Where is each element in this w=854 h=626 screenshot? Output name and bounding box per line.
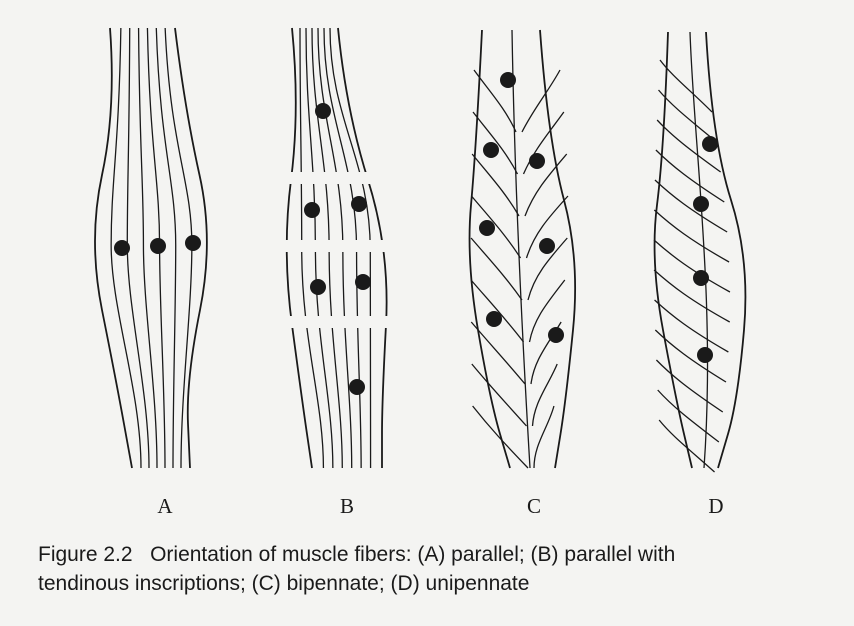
muscle-fiber: [653, 269, 731, 323]
muscle-fiber: [654, 299, 729, 353]
fiber-marker-dot: [486, 311, 502, 327]
muscle-fiber: [655, 149, 725, 203]
muscle-c-bipennate: [468, 29, 577, 469]
fiber-marker-dot: [693, 270, 709, 286]
muscle-fiber: [653, 209, 730, 263]
fiber-marker-dot: [351, 196, 367, 212]
muscle-fiber: [155, 27, 177, 469]
muscle-fiber: [533, 405, 555, 469]
muscle-fiber: [470, 279, 525, 343]
fiber-marker-dot: [483, 142, 499, 158]
muscle-label-c: C: [526, 494, 542, 518]
muscle-fiber: [524, 153, 568, 217]
muscle-fiber: [470, 195, 522, 259]
muscle-outline: [174, 27, 208, 469]
fiber-marker-dot: [548, 327, 564, 343]
fiber-marker-dot: [702, 136, 718, 152]
muscle-fiber: [126, 27, 150, 469]
tendinous-inscription: [284, 316, 388, 328]
muscle-fiber: [470, 321, 526, 385]
muscle-fiber-diagram: [94, 27, 747, 473]
muscle-fiber: [527, 237, 568, 301]
muscle-label-b: B: [339, 494, 355, 518]
muscle-d-unipennate: [653, 31, 747, 473]
muscle-fiber: [471, 363, 527, 427]
fiber-marker-dot: [114, 240, 130, 256]
fiber-marker-dot: [185, 235, 201, 251]
muscle-fiber: [659, 59, 713, 113]
muscle-fiber: [522, 111, 565, 175]
fiber-marker-dot: [479, 220, 495, 236]
muscle-fiber: [654, 179, 728, 233]
muscle-fiber: [655, 359, 724, 413]
muscle-fiber: [525, 195, 569, 259]
fiber-marker-dot: [539, 238, 555, 254]
muscle-fiber: [689, 31, 709, 469]
tendinous-inscription: [284, 172, 388, 184]
muscle-b-tendinous-inscriptions: [284, 27, 388, 469]
fiber-marker-dot: [697, 347, 713, 363]
caption-line-2: tendinous inscriptions; (C) bipennate; (…: [38, 572, 530, 595]
muscle-fiber: [472, 405, 529, 469]
fiber-marker-dot: [150, 238, 166, 254]
muscle-outline: [705, 31, 747, 469]
muscle-fiber: [471, 153, 520, 217]
fiber-marker-dot: [304, 202, 320, 218]
muscle-fiber: [653, 239, 731, 293]
figure-caption: Figure 2.2 Orientation of muscle fibers:…: [38, 540, 838, 598]
muscle-fiber: [473, 69, 517, 133]
muscle-fiber: [521, 69, 561, 133]
muscle-outline: [94, 27, 133, 469]
muscle-fiber: [656, 119, 722, 173]
tendinous-inscription: [284, 240, 388, 252]
muscle-outline: [539, 29, 577, 469]
fiber-marker-dot: [693, 196, 709, 212]
figure-number: Figure 2.2: [38, 543, 133, 566]
muscle-fiber: [654, 329, 727, 383]
muscle-fiber: [657, 389, 720, 443]
muscle-fiber: [528, 279, 566, 343]
muscle-fiber: [658, 89, 717, 143]
fiber-marker-dot: [355, 274, 371, 290]
muscle-label-a: A: [157, 494, 173, 518]
muscle-a-parallel: [94, 27, 208, 469]
muscle-label-d: D: [708, 494, 724, 518]
fiber-marker-dot: [500, 72, 516, 88]
muscle-fiber: [470, 237, 523, 301]
fiber-marker-dot: [315, 103, 331, 119]
muscle-outline: [653, 31, 693, 469]
muscle-fiber: [658, 419, 715, 473]
caption-line-1: Orientation of muscle fibers: (A) parall…: [150, 543, 676, 566]
muscle-fiber: [137, 27, 158, 469]
muscle-fiber: [472, 111, 519, 175]
muscle-outline: [468, 29, 511, 469]
fiber-marker-dot: [529, 153, 545, 169]
muscle-fiber: [531, 363, 558, 427]
muscle-fiber: [110, 27, 142, 469]
fiber-marker-dot: [349, 379, 365, 395]
fiber-marker-dot: [310, 279, 326, 295]
